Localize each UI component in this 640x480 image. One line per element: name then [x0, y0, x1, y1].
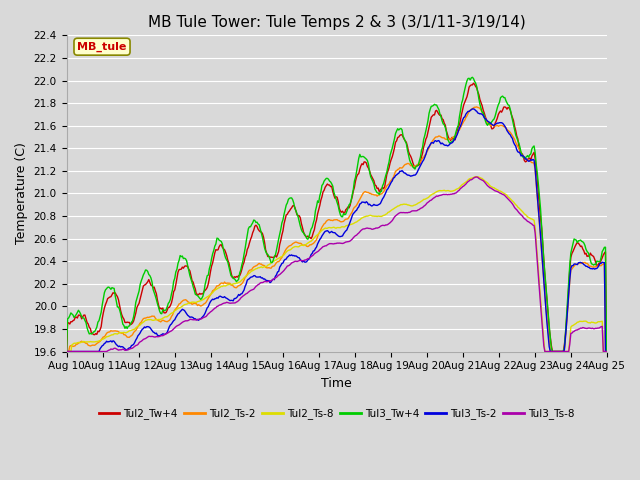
Legend: Tul2_Tw+4, Tul2_Ts-2, Tul2_Ts-8, Tul3_Tw+4, Tul3_Ts-2, Tul3_Ts-8: Tul2_Tw+4, Tul2_Ts-2, Tul2_Ts-8, Tul3_Tw…	[94, 404, 579, 423]
X-axis label: Time: Time	[321, 377, 352, 390]
Title: MB Tule Tower: Tule Temps 2 & 3 (3/1/11-3/19/14): MB Tule Tower: Tule Temps 2 & 3 (3/1/11-…	[148, 15, 525, 30]
Text: MB_tule: MB_tule	[77, 42, 127, 52]
Y-axis label: Temperature (C): Temperature (C)	[15, 143, 28, 244]
